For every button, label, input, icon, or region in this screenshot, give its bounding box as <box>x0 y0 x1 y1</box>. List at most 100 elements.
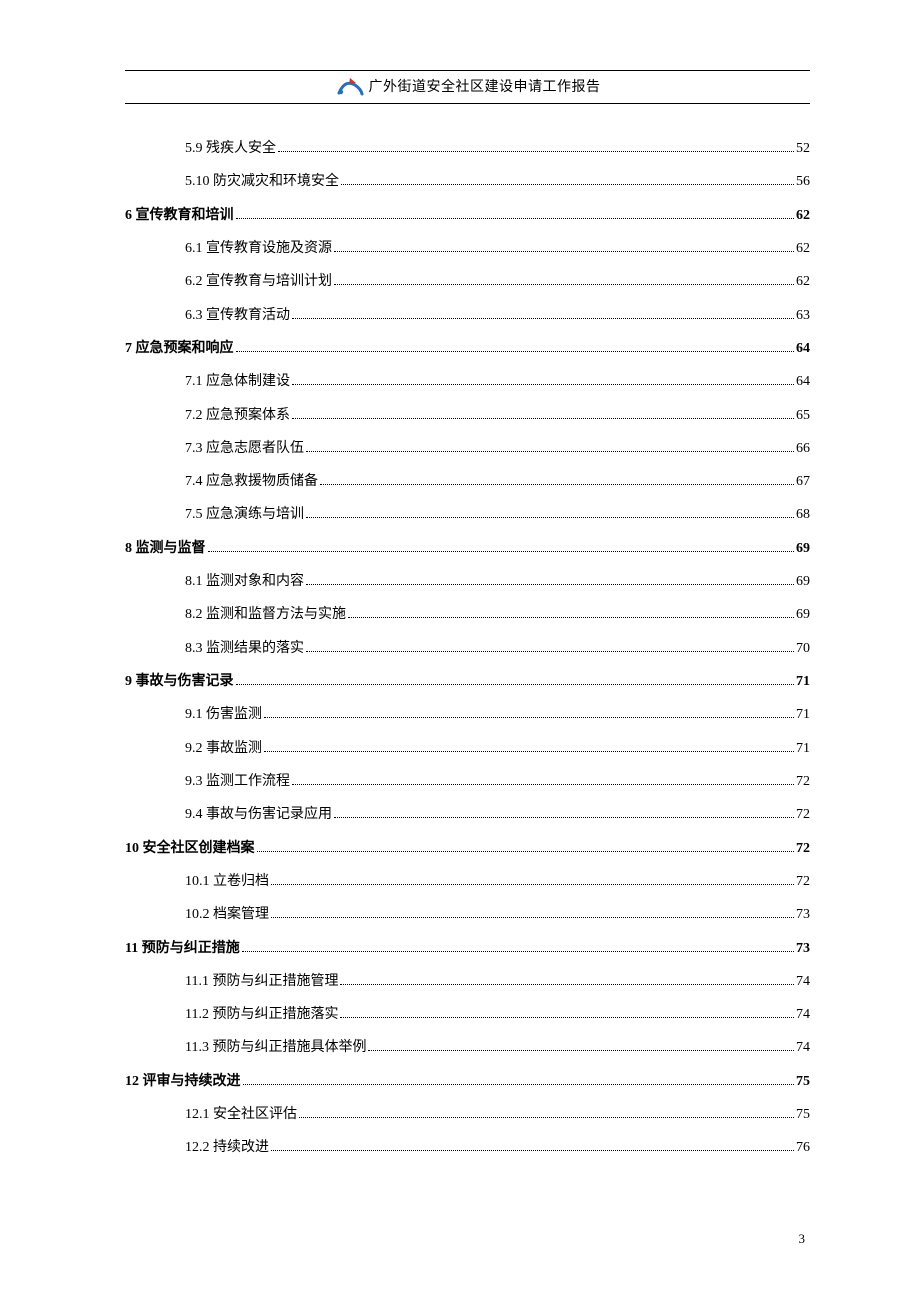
toc-entry-label: 10 安全社区创建档案 <box>125 832 255 865</box>
toc-entry-page: 66 <box>796 432 810 465</box>
toc-entry-page: 75 <box>796 1098 810 1131</box>
toc-entry: 9.2 事故监测71 <box>185 732 810 765</box>
toc-leader-dots <box>306 651 794 652</box>
toc-entry-page: 75 <box>796 1065 810 1098</box>
page-number: 3 <box>799 1231 806 1247</box>
toc-entry: 7.5 应急演练与培训 68 <box>185 498 810 531</box>
toc-leader-dots <box>320 484 794 485</box>
toc-entry-page: 73 <box>796 932 810 965</box>
toc-entry-page: 67 <box>796 465 810 498</box>
toc-entry-label: 9.3 监测工作流程 <box>185 765 290 798</box>
toc-entry: 11.1 预防与纠正措施管理 74 <box>185 965 810 998</box>
toc-leader-dots <box>348 617 794 618</box>
toc-entry: 7.4 应急救援物质储备67 <box>185 465 810 498</box>
header-content: 广外街道安全社区建设申请工作报告 <box>125 73 810 101</box>
header-rule-top <box>125 70 810 71</box>
toc-leader-dots <box>292 784 794 785</box>
toc-entry: 8 监测与监督 69 <box>125 532 810 565</box>
toc-entry-label: 9.1 伤害监测 <box>185 698 262 731</box>
toc-entry: 10.2 档案管理73 <box>185 898 810 931</box>
toc-entry: 10 安全社区创建档案 72 <box>125 832 810 865</box>
toc-entry: 12.1 安全社区评估 75 <box>185 1098 810 1131</box>
toc-entry-label: 5.9 残疾人安全 <box>185 132 276 165</box>
toc-leader-dots <box>292 384 794 385</box>
toc-entry-page: 71 <box>796 732 810 765</box>
toc-entry: 6.3 宣传教育活动 63 <box>185 299 810 332</box>
toc-entry-label: 11.1 预防与纠正措施管理 <box>185 965 338 998</box>
toc-leader-dots <box>236 684 795 685</box>
toc-entry-label: 7.5 应急演练与培训 <box>185 498 304 531</box>
header-rule-bottom <box>125 103 810 104</box>
toc-entry-page: 68 <box>796 498 810 531</box>
toc-entry-page: 56 <box>796 165 810 198</box>
toc-leader-dots <box>264 751 794 752</box>
toc-entry-page: 70 <box>796 632 810 665</box>
header-title: 广外街道安全社区建设申请工作报告 <box>369 76 601 96</box>
toc-entry: 11 预防与纠正措施 73 <box>125 932 810 965</box>
toc-entry-label: 8.1 监测对象和内容 <box>185 565 304 598</box>
toc-leader-dots <box>292 318 794 319</box>
toc-entry-page: 71 <box>796 698 810 731</box>
toc-entry-label: 7.3 应急志愿者队伍 <box>185 432 304 465</box>
page-header: 广外街道安全社区建设申请工作报告 <box>125 70 810 104</box>
toc-entry-page: 65 <box>796 399 810 432</box>
toc-entry-page: 71 <box>796 665 810 698</box>
toc-entry: 6.2 宣传教育与培训计划 62 <box>185 265 810 298</box>
toc-leader-dots <box>278 151 794 152</box>
toc-entry-page: 62 <box>796 232 810 265</box>
toc-entry-label: 12.2 持续改进 <box>185 1131 269 1164</box>
toc-leader-dots <box>243 1084 795 1085</box>
toc-entry-page: 72 <box>796 865 810 898</box>
toc-leader-dots <box>236 218 795 219</box>
toc-leader-dots <box>334 251 794 252</box>
toc-entry-label: 11.3 预防与纠正措施具体举例 <box>185 1031 366 1064</box>
toc-leader-dots <box>208 551 795 552</box>
toc-entry: 11.2 预防与纠正措施落实74 <box>185 998 810 1031</box>
toc-entry: 10.1 立卷归档 72 <box>185 865 810 898</box>
toc-entry-label: 10.1 立卷归档 <box>185 865 269 898</box>
toc-leader-dots <box>236 351 795 352</box>
toc-entry-page: 72 <box>796 832 810 865</box>
toc-entry: 7.1 应急体制建设64 <box>185 365 810 398</box>
toc-entry-label: 9.4 事故与伤害记录应用 <box>185 798 332 831</box>
toc-leader-dots <box>271 1150 794 1151</box>
document-page: 广外街道安全社区建设申请工作报告 5.9 残疾人安全 52 5.10 防灾减灾和环境… <box>0 0 920 1215</box>
toc-entry-page: 64 <box>796 332 810 365</box>
toc-entry-page: 69 <box>796 598 810 631</box>
toc-entry-page: 69 <box>796 565 810 598</box>
toc-leader-dots <box>306 584 794 585</box>
toc-entry-label: 7 应急预案和响应 <box>125 332 234 365</box>
toc-entry-page: 69 <box>796 532 810 565</box>
toc-entry: 9.3 监测工作流程 72 <box>185 765 810 798</box>
toc-entry-label: 6.3 宣传教育活动 <box>185 299 290 332</box>
toc-entry: 8.3 监测结果的落实70 <box>185 632 810 665</box>
toc-entry-label: 5.10 防灾减灾和环境安全 <box>185 165 339 198</box>
toc-leader-dots <box>340 984 794 985</box>
toc-entry-page: 76 <box>796 1131 810 1164</box>
toc-leader-dots <box>341 184 794 185</box>
toc-leader-dots <box>299 1117 794 1118</box>
toc-entry: 7.3 应急志愿者队伍 66 <box>185 432 810 465</box>
toc-entry-page: 72 <box>796 765 810 798</box>
toc-entry-label: 6.2 宣传教育与培训计划 <box>185 265 332 298</box>
toc-entry-label: 11.2 预防与纠正措施落实 <box>185 998 338 1031</box>
toc-leader-dots <box>257 851 795 852</box>
toc-leader-dots <box>292 418 794 419</box>
toc-entry: 5.9 残疾人安全 52 <box>185 132 810 165</box>
toc-entry: 7.2 应急预案体系65 <box>185 399 810 432</box>
toc-entry-label: 12 评审与持续改进 <box>125 1065 241 1098</box>
toc-leader-dots <box>271 884 794 885</box>
toc-entry-label: 11 预防与纠正措施 <box>125 932 240 965</box>
toc-entry-page: 63 <box>796 299 810 332</box>
toc-entry-label: 12.1 安全社区评估 <box>185 1098 297 1131</box>
toc-entry-page: 52 <box>796 132 810 165</box>
toc-leader-dots <box>306 451 794 452</box>
toc-entry-page: 64 <box>796 365 810 398</box>
toc-entry-page: 62 <box>796 265 810 298</box>
toc-entry: 9.4 事故与伤害记录应用72 <box>185 798 810 831</box>
toc-entry-label: 8 监测与监督 <box>125 532 206 565</box>
toc-entry: 8.1 监测对象和内容 69 <box>185 565 810 598</box>
toc-entry-label: 6.1 宣传教育设施及资源 <box>185 232 332 265</box>
toc-entry: 12.2 持续改进 76 <box>185 1131 810 1164</box>
toc-entry-page: 74 <box>796 965 810 998</box>
